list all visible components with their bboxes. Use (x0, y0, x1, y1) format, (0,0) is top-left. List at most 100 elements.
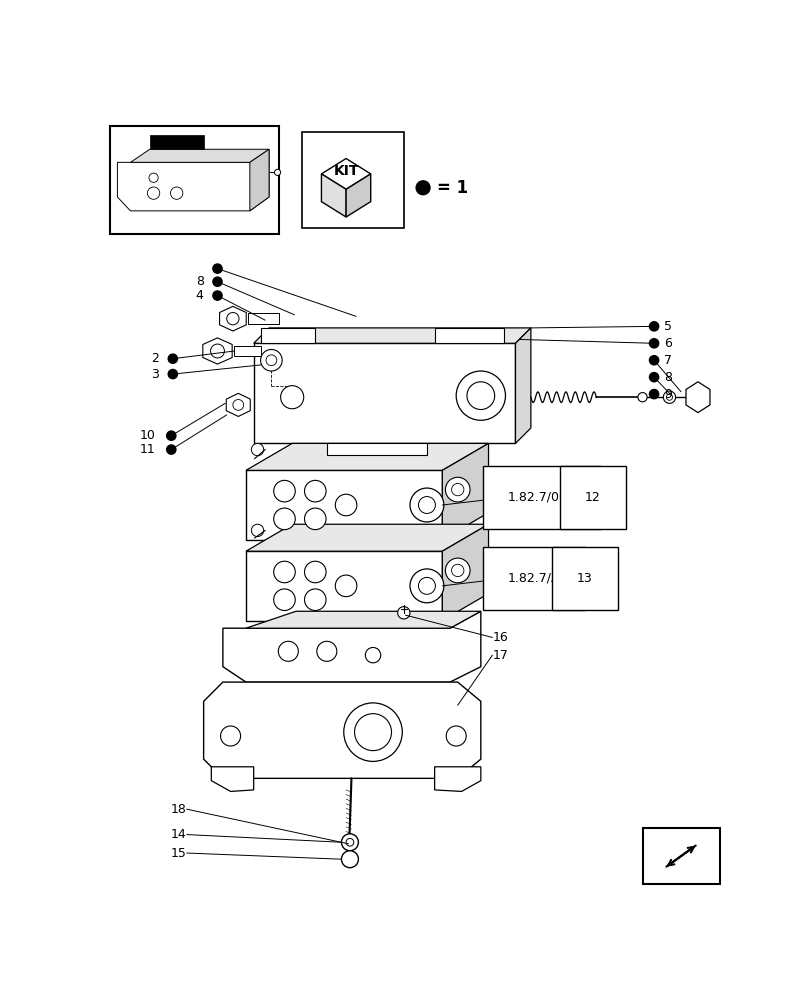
Polygon shape (434, 767, 480, 791)
Circle shape (649, 373, 658, 382)
Circle shape (304, 589, 326, 610)
Circle shape (445, 477, 470, 502)
Circle shape (210, 344, 224, 358)
Circle shape (410, 488, 444, 522)
Text: 9: 9 (663, 388, 672, 401)
Polygon shape (211, 767, 253, 791)
Polygon shape (321, 158, 371, 189)
Text: 8: 8 (195, 275, 204, 288)
Circle shape (466, 382, 494, 410)
Polygon shape (253, 343, 515, 443)
Text: 17: 17 (491, 649, 508, 662)
Circle shape (273, 561, 295, 583)
Circle shape (649, 356, 658, 365)
Text: 15: 15 (170, 847, 187, 860)
Text: 11: 11 (140, 443, 156, 456)
Text: 8: 8 (663, 371, 672, 384)
Circle shape (418, 497, 435, 513)
Polygon shape (131, 149, 268, 162)
Text: = 1: = 1 (436, 179, 467, 197)
Text: 1.82.7/06A: 1.82.7/06A (507, 491, 576, 504)
Text: 12: 12 (584, 491, 600, 504)
FancyBboxPatch shape (326, 443, 427, 455)
Polygon shape (219, 306, 246, 331)
Circle shape (316, 641, 337, 661)
Circle shape (168, 354, 178, 363)
Polygon shape (203, 338, 232, 364)
Polygon shape (250, 149, 268, 211)
Polygon shape (321, 174, 345, 217)
Circle shape (397, 607, 410, 619)
Circle shape (304, 480, 326, 502)
Circle shape (166, 445, 176, 454)
Circle shape (445, 558, 470, 583)
Circle shape (212, 277, 222, 286)
FancyBboxPatch shape (434, 328, 504, 343)
Circle shape (148, 187, 160, 199)
Polygon shape (246, 470, 442, 540)
FancyBboxPatch shape (248, 313, 279, 324)
Circle shape (281, 386, 303, 409)
Circle shape (278, 641, 298, 661)
Text: 14: 14 (171, 828, 187, 841)
Polygon shape (246, 524, 488, 551)
Text: 10: 10 (139, 429, 156, 442)
Circle shape (410, 569, 444, 603)
Polygon shape (253, 328, 530, 343)
Text: 16: 16 (491, 631, 508, 644)
Polygon shape (246, 611, 480, 628)
FancyBboxPatch shape (109, 126, 279, 234)
Circle shape (221, 726, 240, 746)
FancyBboxPatch shape (234, 346, 261, 356)
Text: 13: 13 (577, 572, 592, 585)
Text: 2: 2 (151, 352, 159, 365)
Circle shape (170, 187, 182, 199)
Circle shape (345, 838, 354, 846)
Circle shape (637, 393, 646, 402)
Text: 7: 7 (663, 354, 672, 367)
Circle shape (335, 494, 356, 516)
Polygon shape (685, 382, 709, 413)
Circle shape (304, 508, 326, 530)
Text: 6: 6 (663, 337, 672, 350)
Polygon shape (118, 149, 268, 211)
Circle shape (260, 349, 282, 371)
Circle shape (649, 322, 658, 331)
Circle shape (212, 291, 222, 300)
Circle shape (415, 181, 430, 195)
Circle shape (273, 508, 295, 530)
FancyBboxPatch shape (261, 328, 315, 343)
Polygon shape (246, 551, 442, 620)
Circle shape (266, 355, 277, 366)
Circle shape (273, 480, 295, 502)
Circle shape (273, 589, 295, 610)
Circle shape (148, 173, 158, 182)
Polygon shape (515, 328, 530, 443)
Circle shape (418, 577, 435, 594)
Circle shape (251, 443, 264, 456)
Circle shape (666, 394, 672, 400)
Circle shape (343, 703, 401, 761)
Circle shape (341, 851, 358, 868)
Text: 3: 3 (151, 368, 159, 381)
Text: KIT: KIT (333, 164, 358, 178)
Text: 1.82.7/A: 1.82.7/A (507, 572, 560, 585)
Circle shape (251, 524, 264, 537)
Circle shape (341, 834, 358, 851)
Circle shape (212, 264, 222, 273)
Polygon shape (149, 135, 204, 149)
Circle shape (649, 389, 658, 399)
Text: 4: 4 (195, 289, 204, 302)
Circle shape (166, 431, 176, 440)
Polygon shape (442, 443, 488, 540)
Circle shape (274, 169, 281, 175)
Text: 18: 18 (170, 803, 187, 816)
Polygon shape (345, 174, 371, 217)
Circle shape (649, 339, 658, 348)
Circle shape (365, 647, 380, 663)
Polygon shape (226, 393, 250, 416)
Text: 5: 5 (663, 320, 672, 333)
Circle shape (304, 561, 326, 583)
Circle shape (168, 369, 178, 379)
Circle shape (445, 726, 466, 746)
